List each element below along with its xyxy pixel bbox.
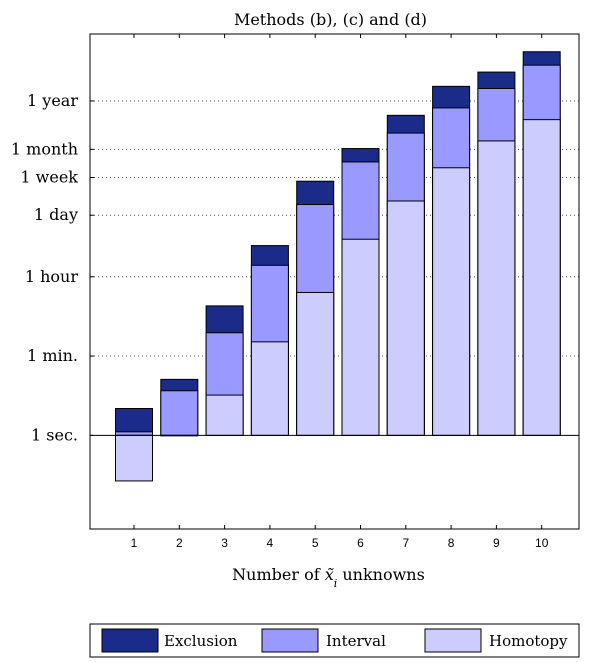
y-axis: 1 sec. 1 min. 1 hour 1 day 1 week 1 month 1 ye… (11, 91, 94, 444)
x-axis-label-part: unknowns (337, 565, 425, 584)
y-tick-label: 1 day (34, 205, 78, 224)
x-tick-label: 4 (267, 536, 274, 550)
x-tick-label: 2 (176, 536, 183, 550)
legend-swatch-homotopy (424, 628, 482, 653)
y-tick-label: 1 min. (27, 346, 78, 365)
legend: Exclusion Interval Homotopy (89, 623, 580, 658)
legend-label-exclusion: Exclusion (164, 632, 238, 650)
x-tick-label: 10 (535, 536, 549, 550)
x-axis: 1 2 3 4 5 6 7 8 9 10 (131, 34, 549, 550)
y-tick-label: 1 month (11, 139, 78, 158)
x-tick-label: 5 (312, 536, 319, 550)
bar-homotopy (522, 119, 561, 436)
x-tick-label: 1 (131, 536, 138, 550)
gridlines (90, 100, 579, 357)
legend-box (89, 623, 580, 658)
bar-homotopy (432, 167, 471, 436)
x-tick-label: 3 (221, 536, 228, 550)
bar-homotopy (386, 200, 425, 436)
bar-interval (115, 431, 153, 436)
bar-exclusion (115, 407, 153, 436)
bar-homotopy (115, 434, 153, 482)
bar-homotopy (341, 238, 380, 436)
legend-label-interval: Interval (326, 632, 386, 650)
x-axis-label-subscript: i (334, 577, 338, 590)
plot-frame (89, 33, 580, 530)
x-tick-label: 6 (357, 536, 364, 550)
bar-homotopy (205, 394, 244, 436)
x-tick-label: 9 (493, 536, 500, 550)
y-tick-label: 1 sec. (31, 425, 78, 444)
x-tick-label: 8 (448, 536, 455, 550)
legend-swatch-interval (261, 628, 319, 653)
bar-homotopy (250, 341, 289, 436)
y-tick-label: 1 hour (25, 267, 79, 286)
legend-label-homotopy: Homotopy (489, 632, 568, 650)
bar-interval (160, 390, 199, 436)
y-tick-label: 1 week (20, 168, 78, 187)
bars (115, 51, 561, 482)
x-axis-label-symbol: x̃ (325, 565, 334, 584)
bar-homotopy (477, 140, 516, 436)
chart-title: Methods (b), (c) and (d) (234, 10, 427, 29)
x-axis-label: Number of x̃i unknowns (232, 565, 425, 590)
x-axis-label-part: Number of (232, 565, 325, 584)
x-tick-label: 7 (402, 536, 409, 550)
bar-homotopy (296, 291, 335, 436)
y-tick-label: 1 year (27, 91, 78, 110)
legend-swatch-exclusion (101, 628, 159, 653)
